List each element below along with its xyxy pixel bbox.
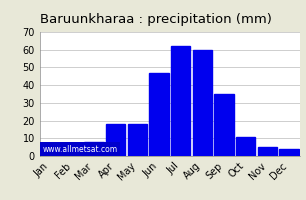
Bar [171,46,190,156]
Bar [214,94,234,156]
Bar [149,73,169,156]
Bar [62,152,82,156]
Bar [279,149,299,156]
Text: Baruunkharaa : precipitation (mm): Baruunkharaa : precipitation (mm) [40,13,272,26]
Bar [128,124,147,156]
Bar [41,151,60,156]
Bar [236,137,256,156]
Bar [84,142,104,156]
Text: www.allmetsat.com: www.allmetsat.com [42,145,118,154]
Bar [192,50,212,156]
Bar [258,147,277,156]
Bar [106,124,125,156]
